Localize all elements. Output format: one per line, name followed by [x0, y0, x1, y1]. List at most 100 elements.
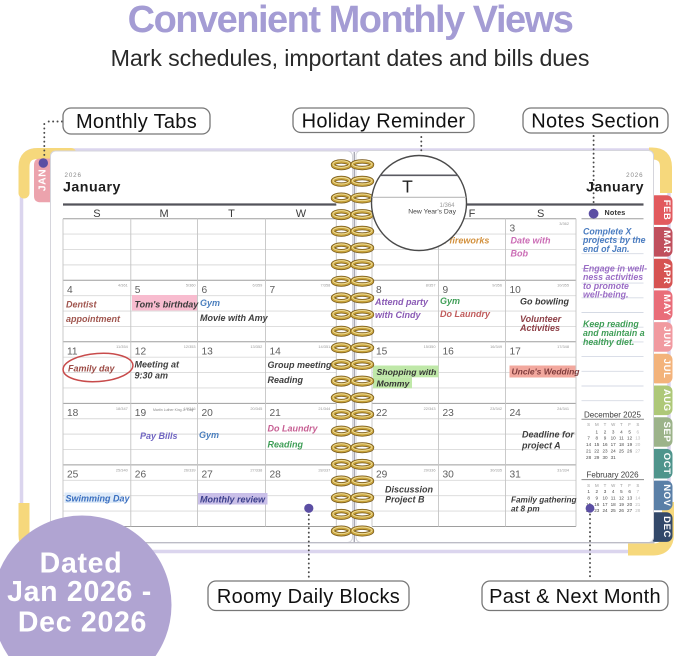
svg-text:Monthly Tabs: Monthly Tabs	[76, 111, 197, 133]
svg-text:20: 20	[635, 442, 641, 447]
svg-text:end of Jan.: end of Jan.	[583, 244, 629, 254]
svg-text:New Year's Day: New Year's Day	[408, 209, 456, 216]
svg-text:28: 28	[270, 470, 282, 481]
svg-text:10: 10	[611, 436, 617, 441]
svg-text:5: 5	[135, 285, 141, 296]
svg-text:8: 8	[376, 285, 382, 296]
svg-text:24: 24	[602, 508, 608, 513]
svg-text:February 2026: February 2026	[586, 471, 639, 480]
svg-text:Notes: Notes	[605, 208, 626, 217]
svg-text:23: 23	[443, 408, 455, 419]
svg-text:7: 7	[587, 436, 590, 441]
svg-text:S: S	[587, 483, 590, 488]
svg-text:3: 3	[604, 489, 607, 494]
svg-text:17/348: 17/348	[557, 344, 569, 349]
svg-text:F: F	[628, 483, 631, 488]
svg-text:29: 29	[376, 470, 388, 481]
svg-text:Convenient Monthly Views: Convenient Monthly Views	[128, 0, 573, 41]
svg-text:Deadline for: Deadline for	[522, 430, 575, 440]
svg-text:20: 20	[627, 502, 633, 507]
svg-text:December 2025: December 2025	[584, 411, 641, 420]
svg-text:T: T	[604, 422, 607, 427]
svg-text:27: 27	[635, 449, 641, 454]
svg-text:Dentist: Dentist	[66, 300, 98, 310]
svg-text:FEB: FEB	[661, 200, 672, 221]
svg-text:Discussion: Discussion	[385, 485, 434, 495]
svg-text:Do Laundry: Do Laundry	[268, 424, 319, 434]
svg-text:5: 5	[628, 429, 631, 434]
svg-text:25: 25	[67, 470, 79, 481]
svg-text:18: 18	[619, 442, 625, 447]
svg-text:with Cindy: with Cindy	[375, 310, 421, 320]
svg-text:JUL: JUL	[661, 359, 672, 379]
svg-text:28: 28	[586, 455, 592, 460]
svg-text:Reading: Reading	[268, 440, 304, 450]
svg-text:Dated: Dated	[40, 548, 123, 580]
svg-text:Activities: Activities	[519, 323, 560, 333]
svg-text:January: January	[586, 179, 644, 195]
svg-text:7: 7	[270, 285, 276, 296]
svg-text:M: M	[595, 422, 599, 427]
svg-text:29: 29	[594, 455, 600, 460]
svg-text:4: 4	[620, 429, 623, 434]
svg-text:31: 31	[510, 470, 522, 481]
svg-text:Roomy Daily Blocks: Roomy Daily Blocks	[217, 586, 400, 608]
svg-text:JAN: JAN	[37, 169, 49, 192]
svg-text:26: 26	[135, 470, 147, 481]
svg-text:26: 26	[619, 508, 625, 513]
svg-text:29/336: 29/336	[424, 467, 436, 472]
svg-text:F: F	[469, 208, 476, 220]
svg-text:8: 8	[587, 495, 590, 500]
svg-text:9: 9	[604, 436, 607, 441]
svg-text:Date with: Date with	[511, 236, 552, 246]
svg-text:W: W	[611, 422, 616, 427]
svg-text:21: 21	[635, 502, 641, 507]
svg-text:19/346: 19/346	[184, 406, 196, 411]
svg-text:31/334: 31/334	[557, 467, 570, 472]
svg-text:10/355: 10/355	[557, 283, 569, 288]
svg-text:JUN: JUN	[661, 326, 672, 347]
svg-text:12: 12	[135, 346, 147, 357]
svg-text:SEP: SEP	[661, 422, 672, 443]
svg-text:well-being.: well-being.	[583, 289, 628, 299]
svg-text:NOV: NOV	[661, 484, 672, 506]
svg-text:2026: 2026	[65, 172, 82, 179]
svg-text:11: 11	[611, 495, 616, 500]
svg-text:18: 18	[611, 502, 617, 507]
svg-text:9: 9	[596, 495, 599, 500]
svg-text:2: 2	[596, 489, 599, 494]
svg-text:Group meeting: Group meeting	[268, 360, 333, 370]
svg-text:ness activities: ness activities	[583, 272, 643, 282]
svg-text:S: S	[587, 422, 590, 427]
svg-text:30: 30	[602, 455, 608, 460]
svg-text:S: S	[93, 208, 100, 220]
svg-text:T: T	[228, 208, 235, 220]
svg-text:17: 17	[510, 346, 522, 357]
svg-text:1/364: 1/364	[439, 203, 455, 209]
svg-text:7/358: 7/358	[321, 283, 331, 288]
svg-text:25: 25	[611, 508, 617, 513]
svg-text:Dec 2026: Dec 2026	[18, 606, 147, 638]
svg-text:and maintain a: and maintain a	[583, 328, 645, 338]
svg-text:appointment: appointment	[66, 314, 121, 324]
svg-text:6/359: 6/359	[253, 283, 263, 288]
svg-text:Volunteer: Volunteer	[520, 314, 562, 324]
svg-text:projects by the: projects by the	[582, 235, 646, 245]
svg-text:DEC: DEC	[661, 516, 672, 538]
svg-text:12: 12	[627, 436, 633, 441]
svg-text:S: S	[636, 483, 639, 488]
svg-text:17: 17	[611, 442, 617, 447]
svg-text:16: 16	[602, 442, 608, 447]
svg-text:Bob: Bob	[511, 249, 529, 259]
svg-text:4/361: 4/361	[118, 283, 128, 288]
svg-text:S: S	[537, 208, 544, 220]
svg-text:Jan 2026 -: Jan 2026 -	[7, 576, 152, 608]
svg-text:30/335: 30/335	[490, 467, 502, 472]
svg-text:23/342: 23/342	[490, 406, 502, 411]
svg-text:Holiday Reminder: Holiday Reminder	[302, 110, 466, 132]
svg-text:Gym: Gym	[440, 296, 460, 306]
svg-text:15: 15	[594, 442, 600, 447]
svg-text:21: 21	[586, 449, 592, 454]
svg-text:S: S	[636, 422, 639, 427]
svg-text:MAR: MAR	[661, 230, 672, 253]
